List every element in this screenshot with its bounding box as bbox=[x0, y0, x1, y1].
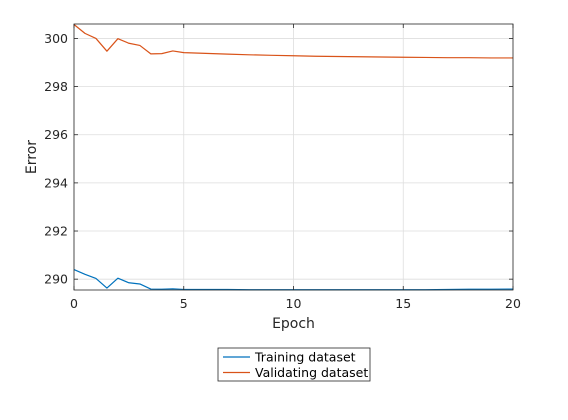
y-axis-label: Error bbox=[24, 140, 40, 174]
y-tick-label: 300 bbox=[44, 31, 68, 46]
x-tick-label: 15 bbox=[395, 296, 411, 311]
x-tick-label: 20 bbox=[505, 296, 521, 311]
legend: Training dataset Validating dataset bbox=[217, 347, 371, 382]
y-tick-label: 292 bbox=[44, 224, 68, 239]
legend-box bbox=[217, 347, 371, 382]
x-tick-label: 0 bbox=[70, 296, 78, 311]
x-tick-label: 5 bbox=[180, 296, 188, 311]
x-axis-label: Epoch bbox=[272, 316, 315, 332]
tick-labels: 0 5 10 15 20 290 292 294 296 298 300 bbox=[44, 31, 521, 311]
y-tick-label: 290 bbox=[44, 272, 68, 287]
y-tick-label: 298 bbox=[44, 79, 68, 94]
y-tick-label: 296 bbox=[44, 127, 68, 142]
x-tick-label: 10 bbox=[286, 296, 302, 311]
axes-box bbox=[73, 23, 514, 291]
legend-label-validating: Validating dataset bbox=[255, 365, 368, 380]
axes bbox=[73, 23, 514, 291]
grid-lines bbox=[73, 24, 514, 290]
legend-label-training: Training dataset bbox=[254, 350, 356, 365]
y-tick-label: 294 bbox=[44, 175, 68, 190]
validating-series-line bbox=[73, 24, 513, 59]
